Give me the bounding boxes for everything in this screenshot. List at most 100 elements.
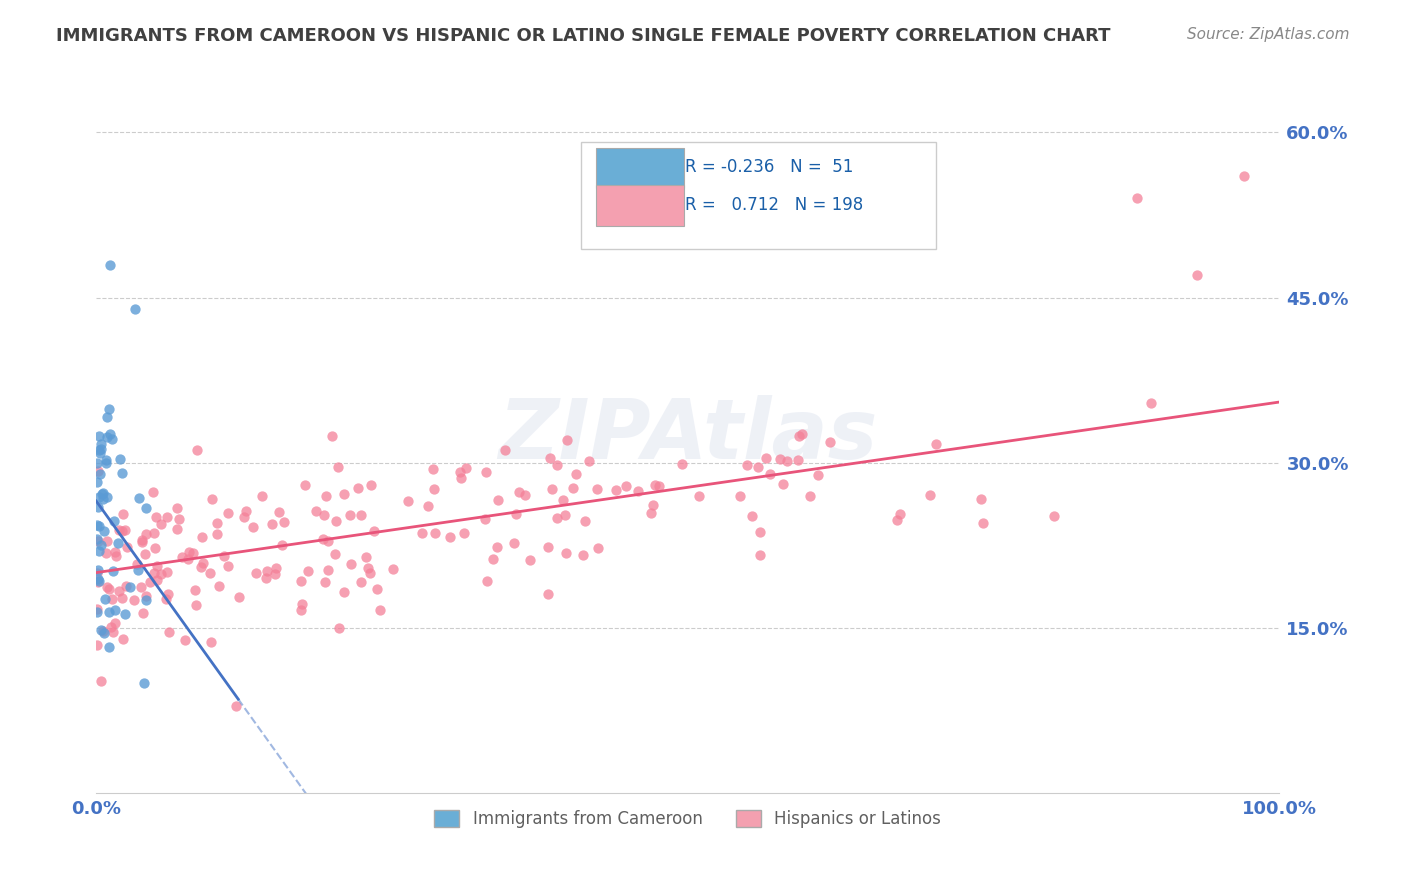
- Point: [89, 490, 111, 504]
- Point: [889, 508, 911, 522]
- Point: [122, 593, 145, 607]
- Point: [565, 467, 588, 482]
- Point: [90, 623, 112, 637]
- Point: [111, 632, 134, 646]
- Point: [772, 477, 794, 491]
- Point: [97, 582, 120, 596]
- Point: [354, 549, 377, 564]
- Point: [98, 640, 121, 654]
- Point: [561, 481, 583, 495]
- Point: [217, 506, 239, 520]
- Point: [474, 512, 496, 526]
- Point: [314, 575, 336, 590]
- Point: [201, 491, 224, 506]
- Point: [138, 574, 160, 589]
- Point: [267, 505, 290, 519]
- Point: [347, 482, 370, 496]
- Point: [111, 591, 134, 606]
- Point: [769, 452, 792, 467]
- Point: [91, 485, 114, 500]
- Point: [245, 566, 267, 581]
- Point: [640, 506, 662, 520]
- Point: [294, 478, 316, 492]
- Point: [366, 582, 388, 596]
- Point: [586, 541, 609, 555]
- Point: [156, 509, 179, 524]
- Point: [450, 471, 472, 485]
- Point: [114, 579, 136, 593]
- Point: [314, 508, 336, 522]
- Point: [1140, 396, 1163, 410]
- Point: [155, 592, 177, 607]
- Point: [87, 464, 110, 478]
- Point: [312, 532, 335, 546]
- Point: [86, 532, 108, 546]
- Point: [87, 443, 110, 458]
- Point: [135, 589, 157, 603]
- Point: [538, 450, 561, 465]
- Point: [101, 564, 124, 578]
- Point: [104, 544, 127, 558]
- Point: [688, 489, 710, 503]
- Point: [505, 507, 527, 521]
- Point: [572, 548, 595, 562]
- Point: [350, 574, 373, 589]
- Point: [91, 491, 114, 506]
- Point: [142, 484, 165, 499]
- Point: [127, 557, 149, 571]
- Point: [103, 514, 125, 528]
- Point: [87, 544, 110, 558]
- Point: [115, 540, 138, 554]
- Point: [519, 553, 541, 567]
- Point: [143, 526, 166, 541]
- Point: [89, 429, 111, 443]
- Point: [741, 509, 763, 524]
- Point: [100, 432, 122, 446]
- Point: [205, 516, 228, 530]
- Point: [135, 500, 157, 515]
- Point: [177, 545, 200, 559]
- Point: [143, 566, 166, 580]
- Point: [103, 625, 125, 640]
- Point: [86, 456, 108, 470]
- Point: [93, 626, 115, 640]
- Text: IMMIGRANTS FROM CAMEROON VS HISPANIC OR LATINO SINGLE FEMALE POVERTY CORRELATION: IMMIGRANTS FROM CAMEROON VS HISPANIC OR …: [56, 27, 1111, 45]
- Point: [1233, 169, 1256, 184]
- Point: [627, 484, 650, 499]
- Point: [537, 540, 560, 554]
- Point: [605, 483, 627, 497]
- Point: [135, 526, 157, 541]
- Point: [270, 538, 292, 552]
- Point: [87, 575, 110, 590]
- Point: [290, 574, 312, 588]
- Point: [737, 458, 759, 473]
- Point: [439, 530, 461, 544]
- Point: [755, 450, 778, 465]
- Point: [574, 514, 596, 528]
- Point: [728, 489, 751, 503]
- Point: [98, 427, 121, 442]
- FancyBboxPatch shape: [581, 142, 936, 249]
- Point: [256, 564, 278, 578]
- Point: [318, 563, 340, 577]
- Point: [555, 433, 578, 447]
- Point: [449, 465, 471, 479]
- Point: [124, 301, 146, 316]
- Point: [799, 489, 821, 503]
- Point: [198, 566, 221, 580]
- Point: [205, 527, 228, 541]
- Point: [149, 517, 172, 532]
- Point: [93, 624, 115, 638]
- Point: [166, 500, 188, 515]
- Point: [418, 499, 440, 513]
- Point: [333, 486, 356, 500]
- Point: [120, 580, 142, 594]
- FancyBboxPatch shape: [596, 147, 685, 188]
- Point: [98, 402, 121, 417]
- Point: [328, 460, 350, 475]
- Text: R =   0.712   N = 198: R = 0.712 N = 198: [686, 195, 863, 214]
- Point: [157, 624, 180, 639]
- Point: [454, 460, 477, 475]
- Point: [546, 511, 568, 525]
- Point: [578, 454, 600, 468]
